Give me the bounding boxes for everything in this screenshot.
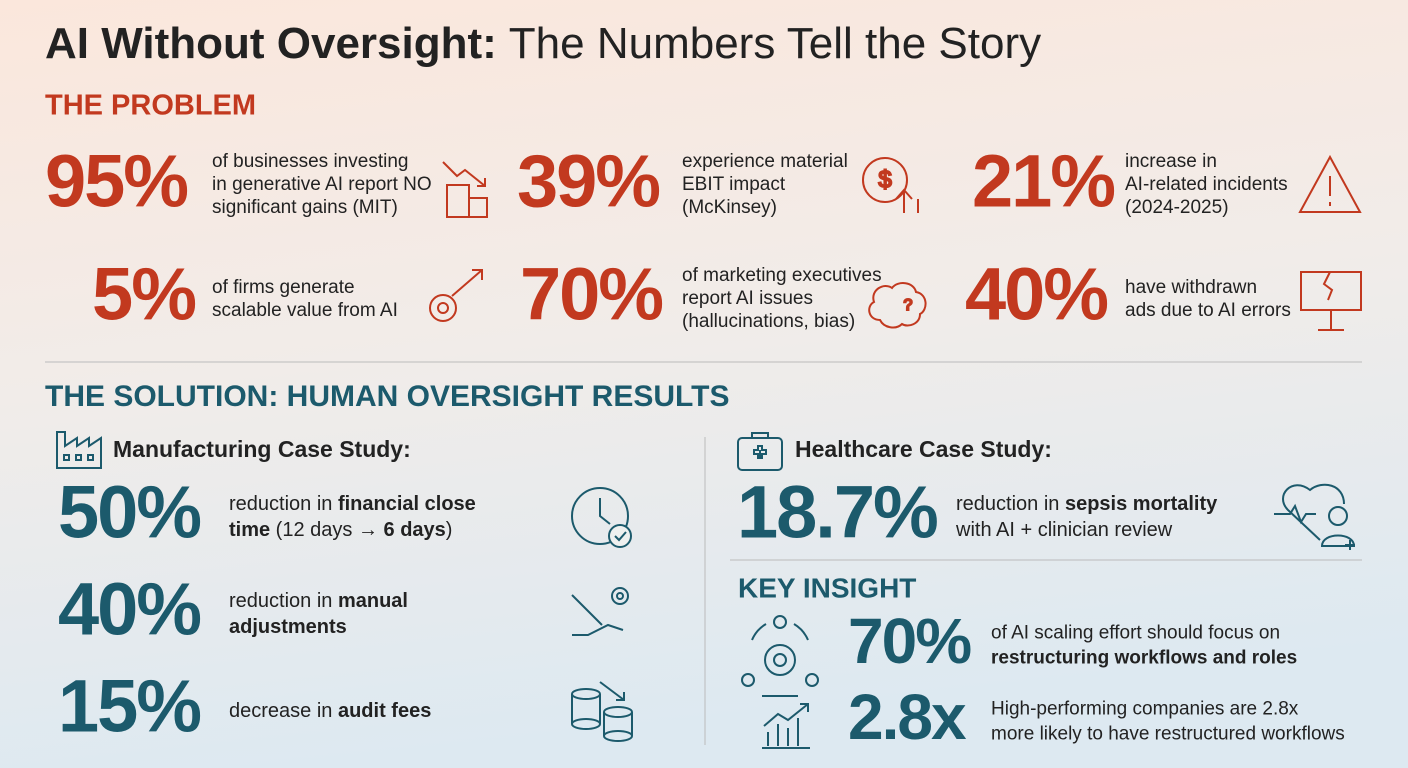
stat-value: 39% — [517, 140, 659, 223]
page-title: AI Without Oversight: The Numbers Tell th… — [45, 19, 1041, 68]
stat-description: significant gains (MIT) — [212, 197, 398, 218]
tools-icon — [571, 587, 629, 636]
text-segment: restructuring workflows and roles — [991, 648, 1297, 669]
stat-description: in generative AI report NO — [212, 174, 432, 195]
text-segment: with AI + clinician review — [955, 519, 1173, 541]
text-segment: financial close — [338, 493, 476, 515]
brain-icon: ? — [868, 282, 927, 329]
text-segment: manual — [338, 590, 408, 612]
clock-icon — [571, 487, 632, 548]
stat-value: 40% — [58, 568, 200, 651]
stat-description: AI-related incidents — [1125, 174, 1288, 195]
text-segment: High-performing companies are 2.8x — [991, 699, 1299, 720]
stat-description: reduction in manual — [229, 590, 408, 612]
text-segment: of AI scaling effort should focus on — [991, 623, 1280, 644]
medical-icon — [737, 432, 783, 471]
stat-description: of firms generate — [212, 277, 355, 298]
text-segment: reduction in — [229, 590, 338, 612]
text-segment: audit fees — [338, 700, 431, 722]
heart-person-icon — [1274, 483, 1356, 550]
warning-icon — [1298, 154, 1362, 213]
stat-description: High-performing companies are 2.8x — [991, 699, 1299, 720]
text-segment: ) — [446, 519, 453, 541]
stat-description: (McKinsey) — [682, 197, 777, 218]
stat-description: EBIT impact — [682, 174, 786, 195]
text-segment: reduction in — [956, 493, 1065, 515]
coins-icon — [571, 681, 633, 742]
cycle-people-icon — [741, 615, 819, 697]
growth-chart-icon — [762, 703, 810, 749]
building-decline-icon — [442, 161, 488, 218]
text-segment: (12 days → — [270, 519, 383, 541]
title-bold: AI Without Oversight: — [45, 19, 497, 68]
stat-value: 5% — [92, 253, 195, 336]
stat-value: 2.8x — [848, 681, 967, 753]
text-segment: more likely to have restructured workflo… — [991, 724, 1345, 745]
text-segment: reduction in — [229, 493, 338, 515]
section-heading: THE PROBLEM — [45, 90, 256, 122]
stat-description: with AI + clinician review — [955, 519, 1173, 541]
stat-value: 15% — [58, 665, 200, 748]
stat-description: scalable value from AI — [212, 300, 398, 321]
stat-description: increase in — [1125, 151, 1217, 172]
stat-description: experience material — [682, 151, 848, 172]
money-up-icon: $ — [862, 157, 919, 213]
text-segment: time — [229, 519, 270, 541]
title-regular: The Numbers Tell the Story — [509, 19, 1041, 68]
stat-description: time (12 days → 6 days) — [229, 519, 452, 541]
stat-description: adjustments — [229, 616, 347, 638]
stat-description: (hallucinations, bias) — [682, 311, 855, 332]
stat-description: more likely to have restructured workflo… — [991, 724, 1345, 745]
case-label: Healthcare Case Study: — [795, 436, 1052, 462]
stat-description: report AI issues — [682, 288, 813, 309]
section-heading: THE SOLUTION: HUMAN OVERSIGHT RESULTS — [45, 380, 729, 413]
text-segment: 6 days — [384, 519, 446, 541]
gear-growth-icon — [429, 269, 483, 322]
case-label: Manufacturing Case Study: — [113, 436, 411, 462]
icon-glyph: ? — [904, 297, 913, 314]
stat-description: of marketing executives — [682, 265, 882, 286]
stat-description: decrease in audit fees — [229, 700, 431, 722]
billboard-icon — [1300, 271, 1362, 331]
factory-icon — [56, 431, 102, 469]
stat-description: reduction in financial close — [229, 493, 476, 515]
text-segment: sepsis mortality — [1065, 493, 1218, 515]
icon-glyph: $ — [878, 166, 891, 193]
stat-description: have withdrawn — [1125, 277, 1257, 298]
stat-description: of businesses investing — [212, 151, 408, 172]
stat-value: 95% — [45, 140, 187, 223]
text-segment: decrease in — [229, 700, 338, 722]
stat-description: restructuring workflows and roles — [991, 648, 1297, 669]
stat-value: 70% — [520, 253, 662, 336]
stat-description: (2024-2025) — [1125, 197, 1229, 218]
stat-description: ads due to AI errors — [1125, 300, 1291, 321]
stat-value: 50% — [58, 471, 200, 554]
stat-value: 18.7% — [737, 471, 937, 554]
text-segment: adjustments — [229, 616, 347, 638]
stat-value: 70% — [848, 605, 971, 677]
stat-description: reduction in sepsis mortality — [956, 493, 1218, 515]
stat-value: 40% — [965, 253, 1107, 336]
stat-value: 21% — [972, 140, 1114, 223]
section-heading: KEY INSIGHT — [738, 572, 916, 603]
stat-description: of AI scaling effort should focus on — [991, 623, 1280, 644]
